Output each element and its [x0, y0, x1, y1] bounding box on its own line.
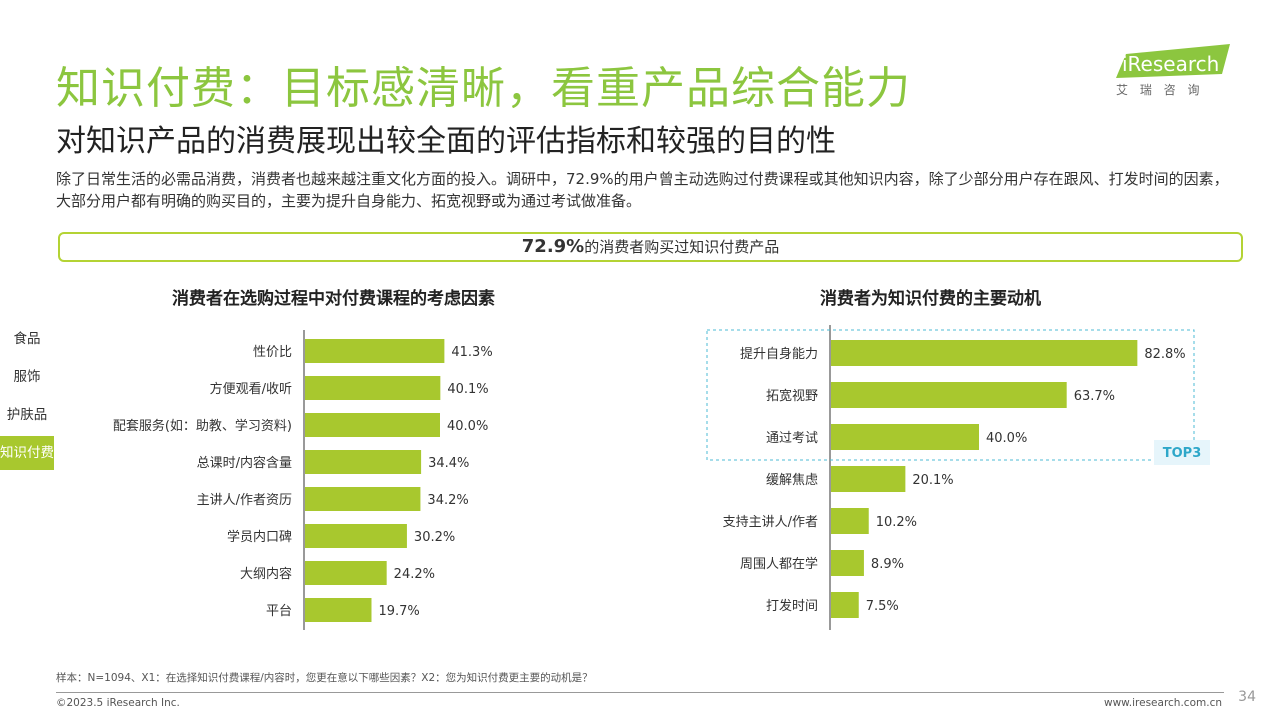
chart2-category-label: 缓解焦虑: [766, 473, 818, 488]
chart1-bar: [305, 487, 421, 511]
chart2-value-label: 82.8%: [1144, 347, 1185, 362]
chart2-value-label: 8.9%: [871, 557, 904, 572]
chart1-bar: [305, 376, 441, 400]
top3-badge: [1154, 440, 1210, 465]
chart1-value-label: 24.2%: [394, 567, 435, 582]
chart2-bar: [831, 508, 869, 534]
chart2-value-label: 20.1%: [912, 473, 953, 488]
top3-badge-label: TOP3: [1163, 446, 1202, 461]
chart2-category-label: 通过考试: [766, 431, 818, 446]
page-title: 知识付费：目标感清晰，看重产品综合能力: [56, 63, 911, 114]
chart1-value-label: 34.2%: [427, 493, 468, 508]
iresearch-logo: iResearch 艾 瑞 咨 询: [1112, 44, 1234, 100]
chart1-bar: [305, 561, 387, 585]
chart1-svg: 性价比 41.3% 方便观看/收听 40.1% 配套服务(如：助教、学习资料) 40.0%…: [113, 330, 493, 630]
chart1-category-label: 平台: [266, 604, 292, 619]
chart1-value-label: 34.4%: [428, 456, 469, 471]
chart1-value-label: 19.7%: [378, 604, 419, 619]
category-sidebar: 食品 服饰 护肤品 知识付费: [0, 322, 54, 474]
chart1-title: 消费者在选购过程中对付费课程的考虑因素: [172, 289, 495, 309]
chart2-bar: [831, 466, 906, 492]
chart2-value-label: 40.0%: [986, 431, 1027, 446]
sidebar-item-apparel[interactable]: 服饰: [13, 369, 41, 385]
chart1-category-label: 总课时/内容含量: [197, 455, 292, 471]
chart2-category-label: 周围人都在学: [740, 556, 818, 572]
chart1-category-label: 学员内口碑: [227, 529, 292, 545]
chart1-value-label: 30.2%: [414, 530, 455, 545]
top3-highlight-box: [706, 329, 1195, 461]
chart2-category-label: 提升自身能力: [740, 346, 818, 362]
page-subtitle: 对知识产品的消费展现出较全面的评估指标和较强的目的性: [56, 124, 836, 159]
chart1-value-label: 40.1%: [447, 382, 488, 397]
chart2-value-label: 63.7%: [1074, 389, 1115, 404]
chart1-bar: [305, 598, 372, 622]
chart2-svg: 提升自身能力 82.8% 拓宽视野 63.7% 通过考试 40.0% 缓解焦虑 20.1% 支持…: [706, 325, 1210, 630]
sample-footnote: 样本：N=1094、X1：在选择知识付费课程/内容时，您更在意以下哪些因素？X2…: [56, 672, 593, 684]
highlight-percent: 72.9%: [521, 236, 585, 257]
highlight-banner: 72.9%的消费者购买过知识付费产品: [58, 232, 1243, 262]
chart2-bar: [831, 592, 859, 618]
chart1-value-label: 40.0%: [447, 419, 488, 434]
intro-paragraph: 除了日常生活的必需品消费，消费者也越来越注重文化方面的投入。调研中，72.9%的…: [56, 170, 1229, 210]
chart1-category-label: 方便观看/收听: [210, 381, 292, 397]
chart2-bar: [831, 340, 1138, 366]
chart1-bar: [305, 524, 407, 548]
chart1-bar: [305, 413, 440, 437]
chart2-bar: [831, 424, 979, 450]
chart1-value-label: 41.3%: [451, 345, 492, 360]
sidebar-item-food[interactable]: 食品: [13, 331, 41, 347]
highlight-text: 的消费者购买过知识付费产品: [584, 238, 780, 256]
footer-divider: [56, 692, 1224, 693]
logo-sub-text: 艾 瑞 咨 询: [1116, 82, 1203, 97]
copyright-text: ©2023.5 iResearch Inc.: [56, 697, 180, 709]
sidebar-item-knowledge-payment[interactable]: 知识付费: [0, 436, 54, 470]
logo-brand-text: iResearch: [1122, 52, 1219, 76]
sidebar-item-skincare[interactable]: 护肤品: [6, 407, 48, 423]
chart2-title: 消费者为知识付费的主要动机: [820, 289, 1041, 309]
chart1-category-label: 配套服务(如：助教、学习资料): [113, 418, 292, 434]
chart2-value-label: 10.2%: [876, 515, 917, 530]
chart2-category-label: 拓宽视野: [766, 388, 818, 404]
chart2-category-label: 支持主讲人/作者: [723, 515, 818, 530]
chart1-bar: [305, 339, 445, 363]
chart1-bar: [305, 450, 422, 474]
chart2-value-label: 7.5%: [866, 599, 899, 614]
page-number: 34: [1238, 689, 1256, 705]
website-link[interactable]: www.iresearch.com.cn: [1103, 697, 1222, 709]
chart1-category-label: 大纲内容: [240, 566, 292, 582]
chart2-bar: [831, 382, 1067, 408]
chart2-category-label: 打发时间: [766, 598, 818, 614]
chart1-category-label: 性价比: [253, 345, 292, 360]
chart2-bar: [831, 550, 864, 576]
chart1-category-label: 主讲人/作者资历: [197, 493, 292, 508]
